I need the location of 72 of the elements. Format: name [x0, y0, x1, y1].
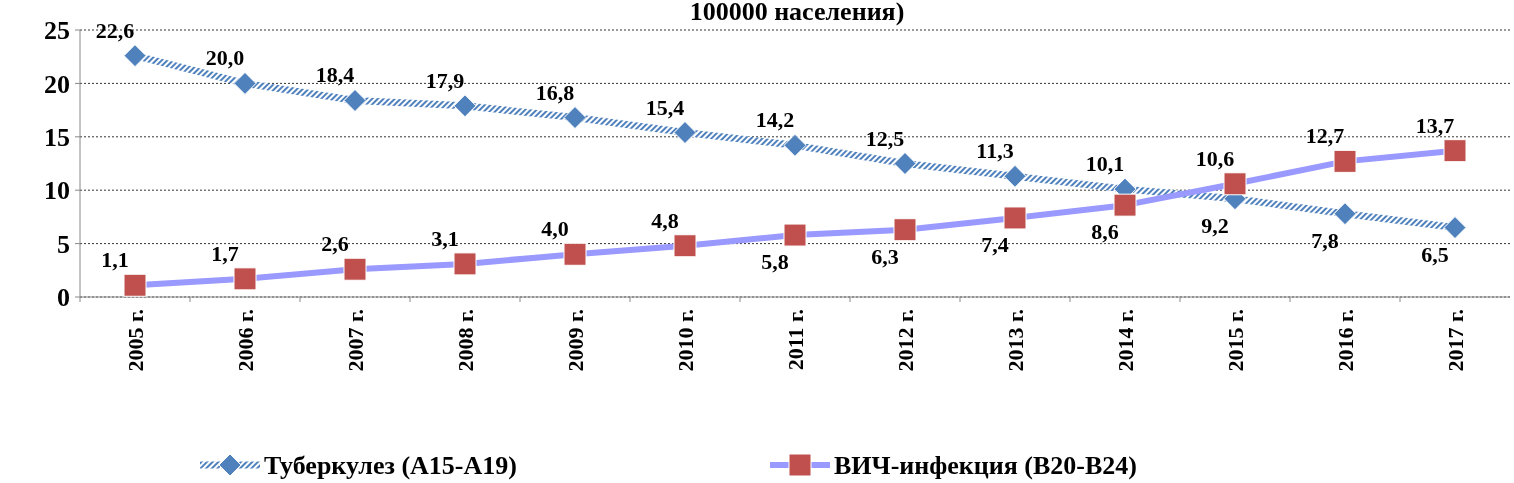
x-tick-label: 2011 г. — [782, 309, 808, 371]
data-label: 6,5 — [1421, 241, 1449, 267]
data-label: 9,2 — [1201, 212, 1229, 238]
point — [1333, 202, 1357, 226]
data-label: 6,3 — [871, 243, 899, 269]
data-label: 1,7 — [211, 240, 239, 266]
data-label: 22,6 — [95, 17, 135, 43]
x-tick-label: 2012 г. — [892, 309, 918, 372]
data-label: 8,6 — [1091, 219, 1119, 245]
point — [123, 44, 147, 68]
x-tick-label: 2010 г. — [672, 309, 698, 372]
point — [1443, 216, 1467, 240]
point — [343, 88, 367, 112]
point — [453, 252, 477, 276]
legend-label: ВИЧ-инфекция (В20-В24) — [834, 451, 1137, 481]
data-label: 13,7 — [1415, 112, 1455, 138]
y-tick-label: 10 — [44, 176, 70, 206]
point — [563, 106, 587, 130]
x-tick-label: 2005 г. — [122, 309, 148, 372]
data-label: 10,6 — [1195, 145, 1235, 171]
y-tick-label: 25 — [44, 16, 70, 46]
point — [343, 257, 367, 281]
data-label: 12,5 — [865, 125, 905, 151]
legend-label: Туберкулез (А15-А19) — [264, 451, 517, 481]
data-label: 2,6 — [321, 231, 349, 257]
x-tick-label: 2006 г. — [232, 309, 258, 372]
point — [893, 218, 917, 242]
point — [1113, 193, 1137, 217]
data-label: 11,3 — [976, 138, 1014, 164]
data-label: 12,7 — [1305, 123, 1345, 149]
data-label: 5,8 — [761, 249, 789, 275]
point — [1003, 164, 1027, 188]
data-label: 4,0 — [541, 216, 569, 242]
x-tick-label: 2013 г. — [1002, 309, 1028, 372]
x-tick-label: 2014 г. — [1112, 309, 1138, 372]
point — [453, 94, 477, 118]
y-tick-label: 5 — [57, 229, 70, 259]
chart-title: 100000 населения) — [689, 0, 905, 26]
y-tick-label: 0 — [57, 283, 70, 313]
point — [233, 267, 257, 291]
point — [1333, 149, 1357, 173]
point — [893, 152, 917, 175]
data-label: 7,4 — [981, 231, 1009, 257]
y-tick-label: 20 — [44, 69, 70, 99]
data-label: 15,4 — [645, 94, 685, 120]
point — [1003, 206, 1027, 230]
point — [1443, 139, 1467, 163]
data-label: 14,2 — [755, 107, 795, 133]
data-label: 3,1 — [431, 225, 459, 251]
x-tick-label: 2007 г. — [342, 309, 368, 372]
data-label: 10,1 — [1085, 151, 1125, 177]
data-label: 20,0 — [205, 45, 245, 71]
point — [233, 71, 257, 95]
x-tick-label: 2017 г. — [1442, 309, 1468, 372]
data-label: 4,8 — [651, 207, 679, 233]
point — [673, 234, 697, 258]
x-tick-label: 2016 г. — [1332, 309, 1358, 372]
x-tick-label: 2009 г. — [562, 309, 588, 372]
y-tick-label: 15 — [44, 122, 70, 152]
point — [123, 273, 147, 297]
point — [563, 242, 587, 266]
data-label: 17,9 — [425, 67, 465, 93]
x-tick-label: 2008 г. — [452, 309, 478, 372]
point — [783, 133, 807, 157]
point — [1223, 172, 1247, 196]
data-label: 7,8 — [1311, 227, 1339, 253]
x-tick-label: 2015 г. — [1222, 309, 1248, 372]
point — [673, 121, 697, 145]
data-label: 18,4 — [315, 62, 355, 88]
point — [783, 223, 807, 247]
data-label: 1,1 — [101, 247, 129, 273]
data-label: 16,8 — [535, 79, 575, 105]
